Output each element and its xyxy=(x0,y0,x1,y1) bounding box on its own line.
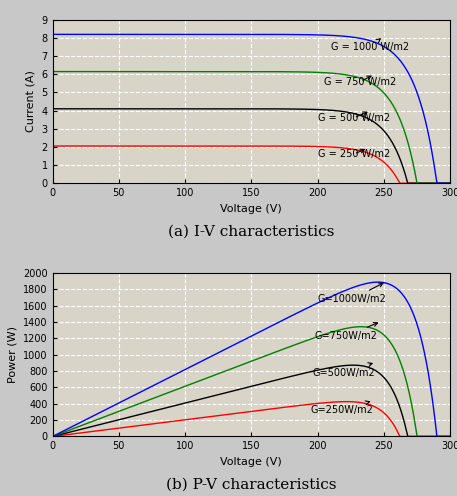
Title: (b) P-V characteristics: (b) P-V characteristics xyxy=(166,478,337,492)
Title: (a) I-V characteristics: (a) I-V characteristics xyxy=(168,225,335,239)
Text: G = 750 W/m2: G = 750 W/m2 xyxy=(324,76,397,87)
X-axis label: Voltage (V): Voltage (V) xyxy=(220,457,282,467)
Text: G = 250 W/m2: G = 250 W/m2 xyxy=(318,149,390,159)
Text: G=250W/m2: G=250W/m2 xyxy=(311,401,374,415)
Text: G = 500 W/m2: G = 500 W/m2 xyxy=(318,112,390,123)
Y-axis label: Current (A): Current (A) xyxy=(26,70,36,132)
Text: G=1000W/m2: G=1000W/m2 xyxy=(318,283,386,304)
Text: G=500W/m2: G=500W/m2 xyxy=(312,363,375,378)
Text: G=750W/m2: G=750W/m2 xyxy=(315,322,378,341)
Text: G = 1000 W/m2: G = 1000 W/m2 xyxy=(331,39,409,52)
Y-axis label: Power (W): Power (W) xyxy=(7,326,17,383)
X-axis label: Voltage (V): Voltage (V) xyxy=(220,204,282,214)
